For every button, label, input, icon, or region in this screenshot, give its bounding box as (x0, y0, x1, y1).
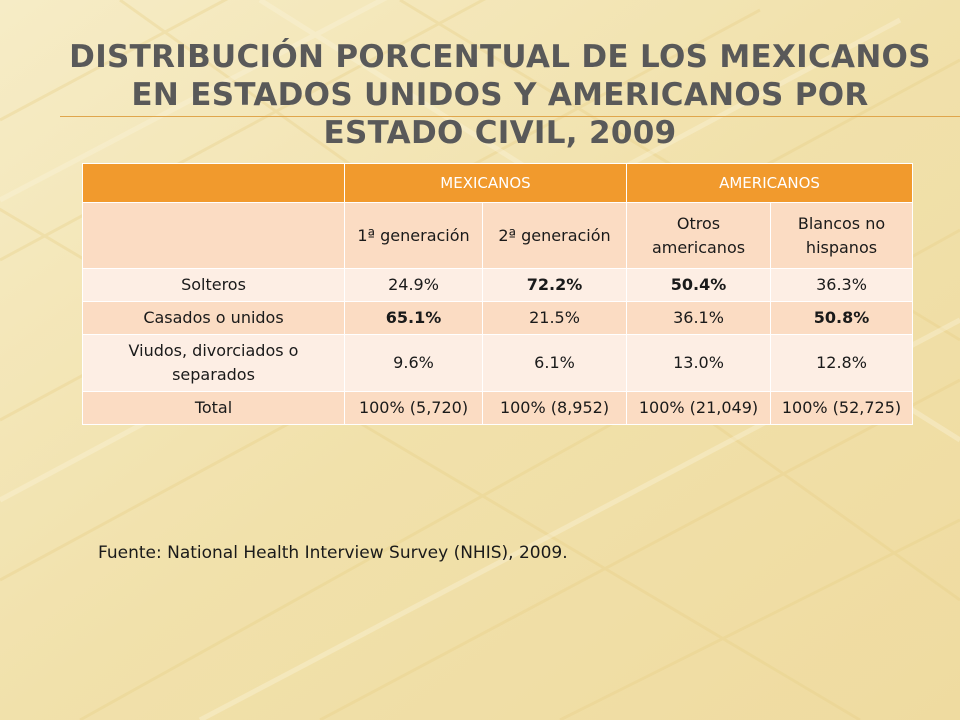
subheader-cell: 1ª generación (344, 202, 483, 269)
subheader-cell: 2ª generación (482, 202, 627, 269)
row-label: Solteros (82, 268, 345, 302)
table-cell: 12.8% (770, 334, 913, 392)
row-label: Viudos, divorciados o separados (82, 334, 345, 392)
table-cell: 72.2% (482, 268, 627, 302)
table-cell: 100% (8,952) (482, 391, 627, 425)
source-note: Fuente: National Health Interview Survey… (98, 543, 568, 563)
row-label: Total (82, 391, 345, 425)
title-divider (60, 116, 960, 117)
marital-status-table: MEXICANOS AMERICANOS 1ª generación 2ª ge… (82, 163, 913, 425)
table-row: Solteros 24.9% 72.2% 50.4% 36.3% (82, 268, 913, 302)
slide-title: Distribución porcentual de los mexicanos… (69, 39, 931, 151)
table-cell: 21.5% (482, 301, 627, 335)
subheader-empty (82, 202, 345, 269)
table-cell: 50.4% (626, 268, 771, 302)
table-cell: 100% (52,725) (770, 391, 913, 425)
table-row: Casados o unidos 65.1% 21.5% 36.1% 50.8% (82, 301, 913, 335)
table-row: Total 100% (5,720) 100% (8,952) 100% (21,04… (82, 391, 913, 425)
table-cell: 50.8% (770, 301, 913, 335)
table-cell: 13.0% (626, 334, 771, 392)
table-cell: 9.6% (344, 334, 483, 392)
table-cell: 65.1% (344, 301, 483, 335)
subheader-row: 1ª generación 2ª generación Otros americ… (82, 202, 913, 269)
table-cell: 24.9% (344, 268, 483, 302)
table-cell: 100% (21,049) (626, 391, 771, 425)
subheader-cell: Blancos no hispanos (770, 202, 913, 269)
table-cell: 36.3% (770, 268, 913, 302)
table-cell: 6.1% (482, 334, 627, 392)
table-cell: 100% (5,720) (344, 391, 483, 425)
header-americanos: AMERICANOS (626, 163, 913, 203)
subheader-cell: Otros americanos (626, 202, 771, 269)
table-row: Viudos, divorciados o separados 9.6% 6.1% 1… (82, 334, 913, 392)
group-header-row: MEXICANOS AMERICANOS (82, 163, 913, 203)
corner-header (82, 163, 345, 203)
header-mexicanos: MEXICANOS (344, 163, 627, 203)
table-cell: 36.1% (626, 301, 771, 335)
row-label: Casados o unidos (82, 301, 345, 335)
